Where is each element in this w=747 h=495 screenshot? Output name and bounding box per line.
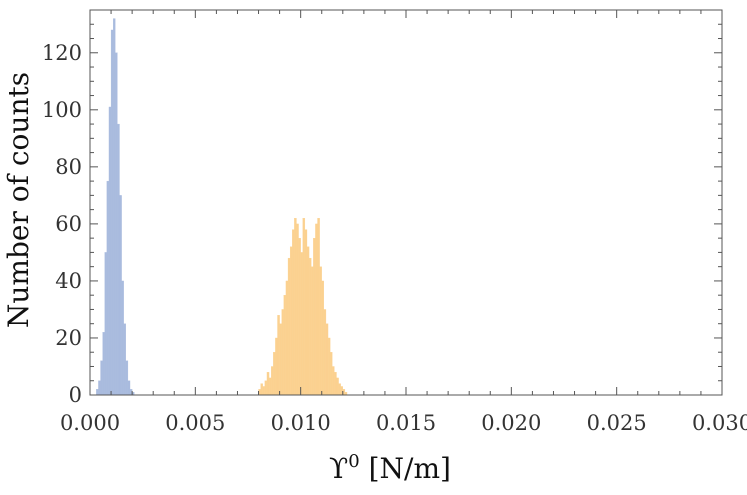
histogram-bar [332,366,335,396]
histogram-bar [281,309,284,396]
histogram-bar [302,218,306,396]
histogram-bar [300,252,303,396]
histogram-bar [330,352,333,396]
histogram-bar [317,218,320,396]
histogram-bar [319,266,322,396]
histogram-bar [271,366,274,396]
x-tick-label: 0.010 [271,411,331,435]
y-tick-label: 0 [69,383,82,407]
histogram-bar [296,223,299,396]
x-axis-title: ϒ0 [N/m] [329,451,451,485]
histogram-bar [277,314,280,396]
histogram-bar [313,237,316,396]
histogram-bar [327,337,331,396]
x-tick-label: 0.015 [376,411,436,435]
histogram-bar [325,323,329,396]
tick-labels: 0.000 0.005 0.010 0.015 0.020 0.025 0.030 0 20 40… [42,41,747,435]
y-tick-label: 80 [55,155,82,179]
histogram-bar [336,377,339,396]
histogram-bar [268,377,272,396]
x-tick-label: 0.005 [165,411,225,435]
x-axis-superscript: 0 [348,451,359,472]
histogram-bar [285,280,289,396]
histogram-bar [323,309,327,396]
histogram-bar [311,266,314,396]
histogram-bar [96,389,99,396]
histogram-bar [283,295,287,396]
histogram-bars [96,18,348,396]
histogram-bar [104,252,108,396]
histogram-bar [273,352,276,396]
histogram-bar [308,257,312,396]
y-tick-label: 60 [55,212,82,236]
y-axis-title: Number of counts [2,72,35,328]
histogram-bar [279,323,282,396]
histogram-bar [102,332,105,396]
histogram-bar [334,372,337,396]
y-tick-label: 20 [55,326,82,350]
y-tick-label: 120 [42,41,82,65]
histogram-bar [106,180,110,396]
histogram-bar [304,229,308,396]
histogram-bar [100,360,103,396]
histogram-bar [298,237,301,396]
plot-frame [89,9,723,396]
histogram-bar [113,18,116,396]
x-tick-label: 0.020 [481,411,541,435]
histogram-bar [264,380,268,396]
x-axis-unit: [N/m] [360,452,451,485]
histogram-bar [275,337,278,396]
y-tick-label: 100 [42,98,82,122]
histogram-bar [117,123,120,396]
histogram-bar [125,360,129,396]
histogram-bar [98,380,101,396]
x-tick-label: 0.025 [587,411,647,435]
histogram-bar [321,280,324,396]
x-axis-symbol: ϒ [329,452,348,485]
x-tick-label: 0.030 [692,411,747,435]
histogram-bar [315,223,318,396]
histogram-bar [108,106,112,396]
histogram-bar [123,323,126,396]
histogram-bar [110,29,114,396]
histogram-bar [289,246,293,396]
x-tick-label: 0.000 [60,411,120,435]
histogram-bar [127,380,131,396]
histogram-bar [119,195,122,396]
histogram-bar [338,383,341,396]
histogram-bar [266,372,270,396]
histogram-bar [260,383,263,396]
histogram-bar [294,218,297,396]
axis-ticks [89,9,723,396]
histogram-bar [262,386,266,396]
histogram-bar [121,280,124,396]
histogram-bar [287,257,291,396]
histogram-bar [306,246,310,396]
histogram-bar [292,229,295,396]
y-tick-label: 40 [55,269,82,293]
histogram-bar [115,52,118,396]
